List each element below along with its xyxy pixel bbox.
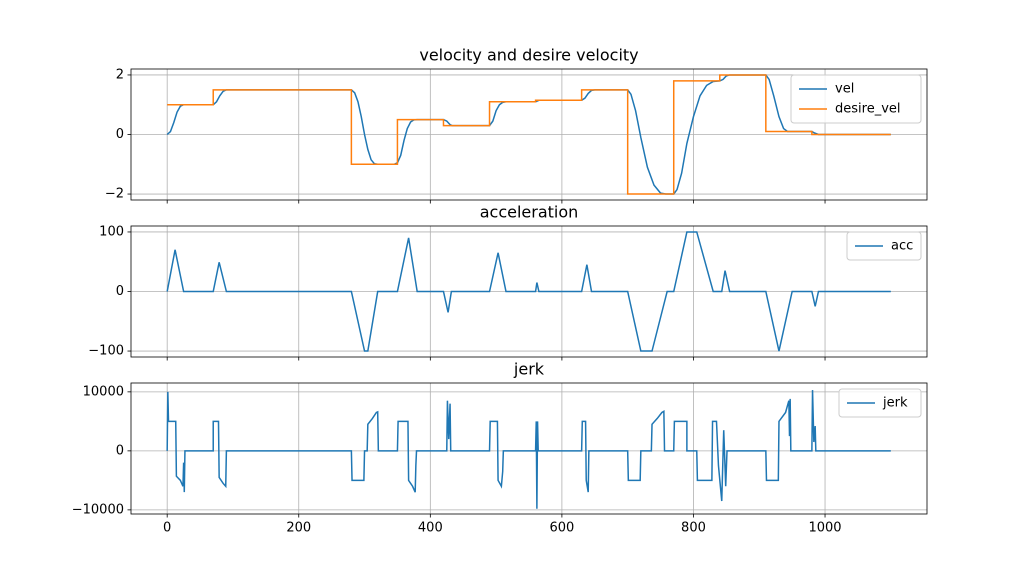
axes-frame bbox=[130, 225, 928, 358]
y-tick-label: 2 bbox=[116, 67, 124, 82]
legend-label: desire_vel bbox=[835, 102, 901, 117]
y-tick-label: 0 bbox=[116, 127, 124, 142]
x-tick-label: 0 bbox=[163, 521, 171, 536]
legend-box bbox=[838, 388, 922, 418]
legend-box bbox=[790, 74, 922, 124]
x-tick-label: 1000 bbox=[808, 521, 841, 536]
y-tick-label: 10000 bbox=[83, 384, 124, 399]
x-tick-label: 800 bbox=[681, 521, 706, 536]
y-tick-label: 100 bbox=[99, 224, 124, 239]
axes-frame bbox=[130, 68, 928, 201]
subplot-title: velocity and desire velocity bbox=[419, 46, 638, 65]
subplot-title: jerk bbox=[513, 360, 545, 379]
x-tick-label: 200 bbox=[286, 521, 311, 536]
legend-label: jerk bbox=[882, 396, 908, 411]
data-line bbox=[166, 231, 891, 352]
y-tick-label: 0 bbox=[116, 284, 124, 299]
y-tick-label: −100 bbox=[88, 344, 124, 359]
data-line bbox=[167, 74, 891, 195]
x-tick-label: 600 bbox=[549, 521, 574, 536]
legend-label: vel bbox=[835, 82, 854, 97]
x-tick-label: 400 bbox=[418, 521, 443, 536]
axes-frame bbox=[130, 382, 928, 515]
legend-box bbox=[846, 231, 922, 261]
y-tick-label: −2 bbox=[105, 187, 124, 202]
legend-label: acc bbox=[891, 239, 913, 254]
y-tick-label: −10000 bbox=[72, 502, 124, 517]
subplot-title: acceleration bbox=[480, 203, 579, 222]
data-line bbox=[166, 390, 891, 509]
y-tick-label: 0 bbox=[116, 443, 124, 458]
